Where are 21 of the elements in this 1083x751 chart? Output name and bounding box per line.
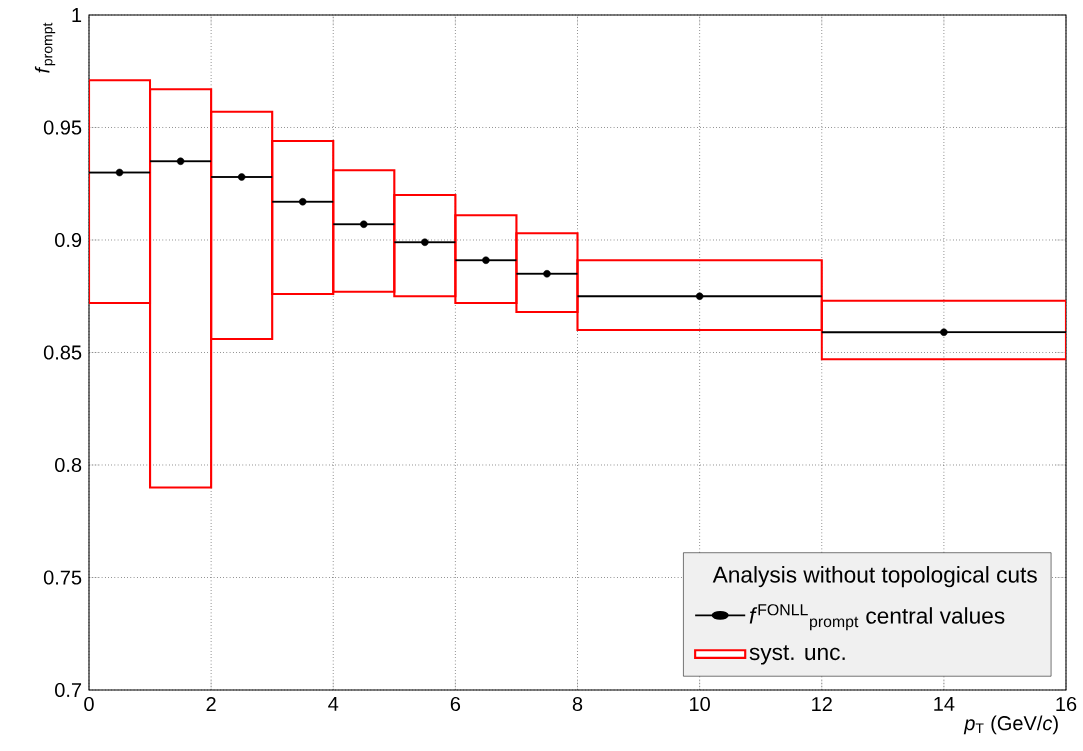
y-tick-label: 0.7 [55, 682, 82, 698]
legend-title: Analysis without topological cuts [712, 566, 1037, 588]
x-axis-title: p$_{T}$ (GeV/c) [963, 715, 1058, 735]
x-tick-label: 0 [84, 696, 94, 712]
x-tick-label: 14 [934, 696, 955, 711]
x-tick-label: 8 [572, 696, 583, 712]
x-tick-label: 12 [812, 696, 832, 711]
legend-label: syst. unc. [749, 645, 845, 665]
x-tick-label: 6 [450, 696, 461, 712]
x-tick-label: 4 [328, 696, 339, 711]
x-tick-label: 10 [690, 696, 710, 712]
x-tick-label: 2 [206, 696, 216, 711]
y-tick-label: 0.95 [43, 120, 82, 135]
y-tick-label: 0.8 [55, 457, 82, 473]
y-tick-label: 1 [72, 8, 82, 22]
y-tick-label: 0.85 [43, 345, 82, 360]
y-tick-label: 0.75 [43, 570, 82, 585]
x-tick-label: 16 [1056, 696, 1077, 712]
legend-label: f$^{FONLL}$$_{prompt}$ central values [749, 604, 1005, 631]
y-tick-label: 0.9 [55, 232, 82, 248]
y-axis-title: f$_{prompt}$ [34, 22, 56, 73]
